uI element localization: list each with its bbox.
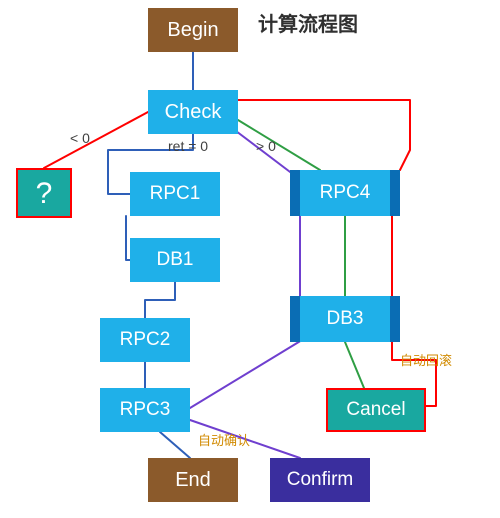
edge-e-rpc3-end: [160, 432, 190, 458]
node-rpc4-bar-right: [390, 170, 400, 216]
label-lbl-eq: ret = 0: [168, 138, 208, 154]
node-rpc2: RPC2: [100, 318, 190, 362]
node-confirm: Confirm: [270, 458, 370, 502]
node-rpc4-bar-left: [290, 170, 300, 216]
edge-e-check-rpc4g: [238, 120, 320, 170]
node-rpc3-label: RPC3: [120, 400, 171, 421]
node-db1: DB1: [130, 238, 220, 282]
node-qmark-label: ?: [36, 177, 53, 210]
label-lbl-auto1: 自动回滚: [400, 350, 452, 369]
node-end-label: End: [175, 469, 211, 491]
label-lbl-auto2: 自动确认: [198, 430, 250, 449]
label-lbl-pos: > 0: [256, 138, 276, 154]
node-db3: DB3: [290, 296, 400, 342]
node-rpc3: RPC3: [100, 388, 190, 432]
edge-e-db3-cancel-g: [345, 342, 364, 388]
node-db3-label: DB3: [327, 309, 364, 330]
node-rpc1: RPC1: [130, 172, 220, 216]
edge-e-check-qmark: [44, 112, 148, 168]
node-cancel: Cancel: [326, 388, 426, 432]
node-end: End: [148, 458, 238, 502]
diagram-title: 计算流程图: [258, 8, 358, 37]
node-check: Check: [148, 90, 238, 134]
node-rpc1-label: RPC1: [150, 184, 201, 205]
edge-e-db3-rpc3-p: [190, 340, 302, 408]
edge-e-check-rpc4r: [238, 100, 410, 170]
node-db1-label: DB1: [157, 250, 194, 271]
node-begin: Begin: [148, 8, 238, 52]
node-begin-label: Begin: [167, 19, 218, 41]
node-qmark: ?: [16, 168, 72, 218]
label-lbl-neg: < 0: [70, 130, 90, 146]
node-db3-bar-right: [390, 296, 400, 342]
node-db3-bar-left: [290, 296, 300, 342]
node-rpc4: RPC4: [290, 170, 400, 216]
node-rpc4-label: RPC4: [320, 183, 371, 204]
node-rpc2-label: RPC2: [120, 330, 171, 351]
node-check-label: Check: [165, 101, 222, 123]
node-confirm-label: Confirm: [287, 470, 354, 491]
edge-e-db1-rpc2: [145, 282, 175, 318]
diagram-stage: Begin Check? RPC1 DB1 RPC4 RPC2 DB3 RPC3 Cancel E…: [0, 0, 500, 518]
node-cancel-label: Cancel: [346, 400, 405, 421]
